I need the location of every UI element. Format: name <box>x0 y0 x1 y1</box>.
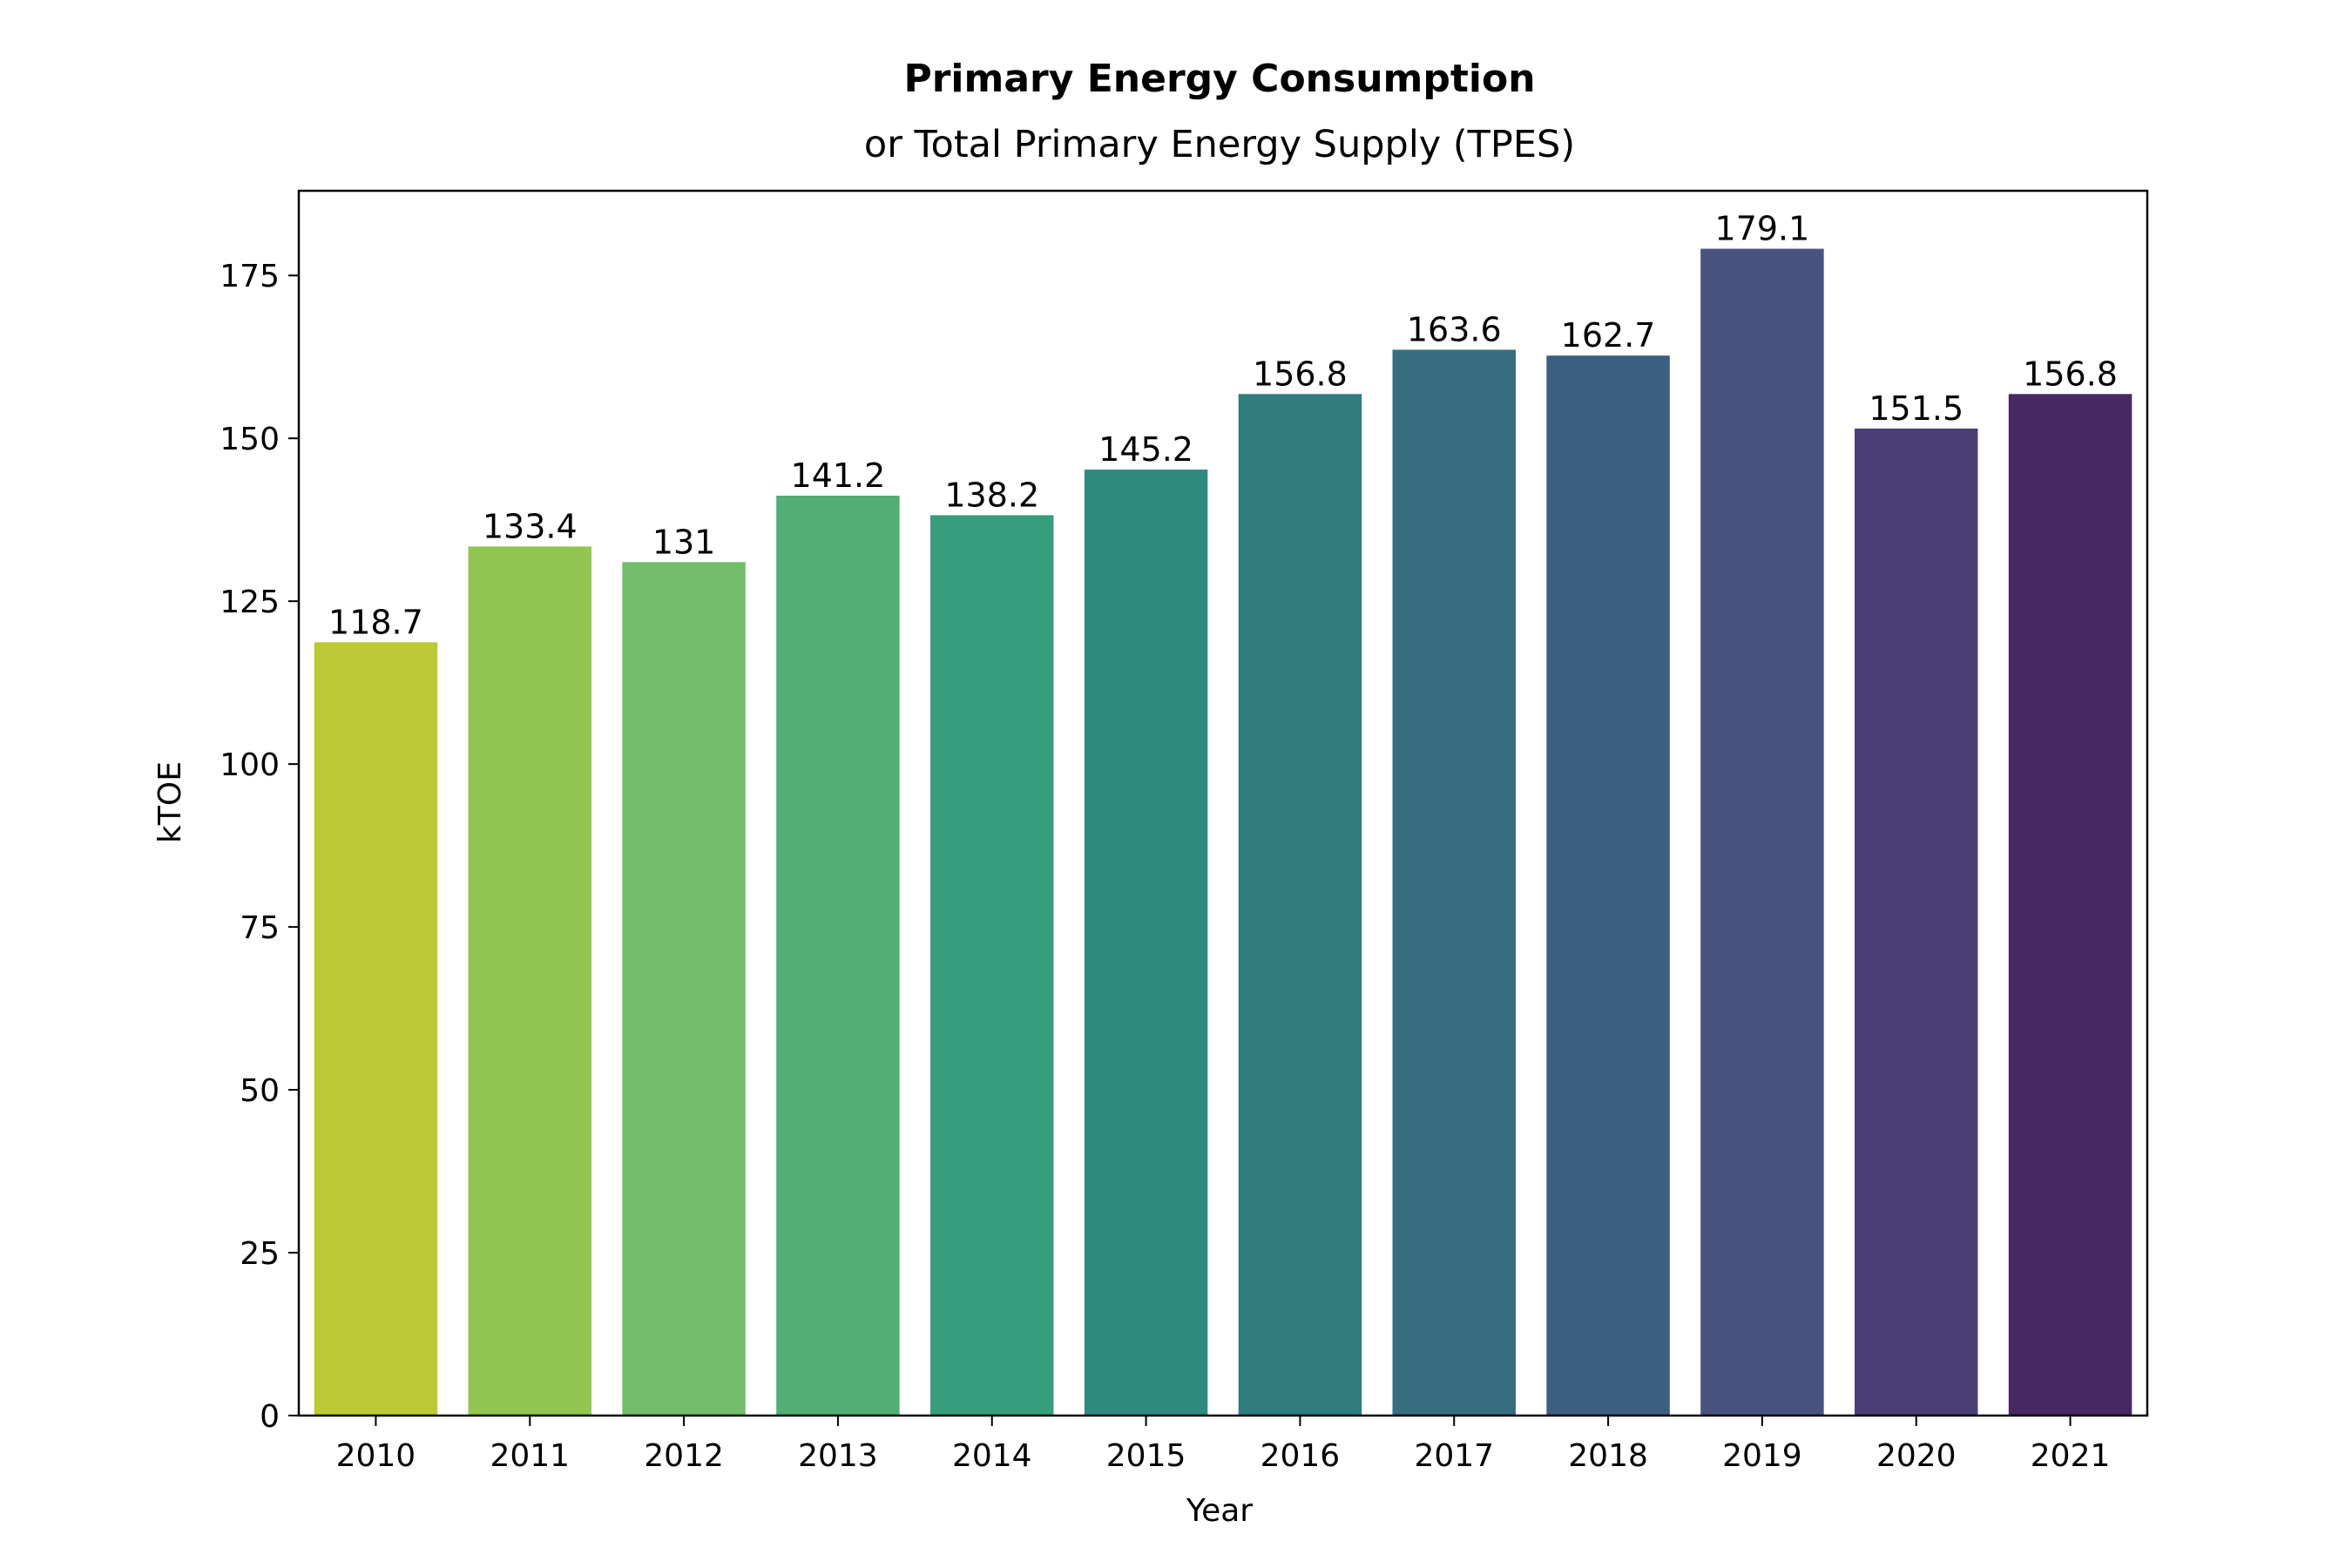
data-label-2014: 138.2 <box>944 476 1039 514</box>
bars-group <box>314 248 2132 1416</box>
y-tick-label-175: 175 <box>220 259 280 294</box>
y-tick-label-125: 125 <box>220 585 280 620</box>
y-tick-label-25: 25 <box>240 1236 280 1272</box>
bar-2018 <box>1546 355 1670 1416</box>
data-label-2020: 151.5 <box>1869 389 1963 428</box>
x-tick-label-2020: 2020 <box>1876 1438 1957 1474</box>
x-tick-label-2012: 2012 <box>644 1438 724 1474</box>
y-tick-label-150: 150 <box>220 422 280 457</box>
x-axis-label: Year <box>1186 1493 1253 1529</box>
bar-2017 <box>1392 349 1516 1416</box>
plot-area-frame <box>297 189 2149 1417</box>
data-label-2011: 133.4 <box>483 507 578 545</box>
chart-subtitle: or Total Primary Energy Supply (TPES) <box>864 123 1575 166</box>
y-axis: 0 25 50 75 100 125 150 175 <box>220 259 299 1435</box>
y-tick-label-50: 50 <box>240 1073 280 1109</box>
x-tick-label-2013: 2013 <box>798 1438 878 1474</box>
bar-2010 <box>314 642 438 1416</box>
data-label-2018: 162.7 <box>1561 316 1656 355</box>
data-label-2015: 145.2 <box>1098 430 1193 469</box>
data-label-2019: 179.1 <box>1715 210 1810 248</box>
x-tick-label-2021: 2021 <box>2031 1438 2111 1474</box>
y-axis-label: kTOE <box>152 761 188 843</box>
x-tick-label-2011: 2011 <box>490 1438 570 1474</box>
bar-2020 <box>1855 428 1978 1416</box>
x-tick-label-2017: 2017 <box>1414 1438 1494 1474</box>
bar-2021 <box>2008 394 2132 1416</box>
x-tick-label-2018: 2018 <box>1568 1438 1648 1474</box>
bar-2012 <box>622 562 746 1416</box>
bar-2014 <box>930 515 1054 1416</box>
chart-title: Primary Energy Consumption <box>903 57 1535 101</box>
bar-2015 <box>1084 470 1208 1416</box>
bar-2011 <box>468 546 591 1416</box>
bar-2016 <box>1238 394 1362 1416</box>
x-tick-label-2019: 2019 <box>1722 1438 1802 1474</box>
data-label-2021: 156.8 <box>2023 355 2118 393</box>
x-tick-label-2010: 2010 <box>336 1438 416 1474</box>
data-label-2013: 141.2 <box>791 456 886 495</box>
data-label-2016: 156.8 <box>1253 355 1348 393</box>
y-tick-label-0: 0 <box>260 1399 280 1435</box>
x-tick-label-2016: 2016 <box>1260 1438 1341 1474</box>
data-label-2010: 118.7 <box>328 603 423 641</box>
x-tick-label-2014: 2014 <box>952 1438 1032 1474</box>
x-tick-label-2015: 2015 <box>1106 1438 1186 1474</box>
y-tick-label-75: 75 <box>240 910 280 946</box>
data-label-2012: 131 <box>652 523 716 561</box>
y-tick-label-100: 100 <box>220 747 280 783</box>
value-labels-group: 118.7 133.4 131 141.2 138.2 145.2 156.8 163.6 16… <box>328 210 2118 642</box>
data-label-2017: 163.6 <box>1407 310 1502 348</box>
bar-2013 <box>776 496 900 1416</box>
bar-2019 <box>1700 248 1824 1416</box>
x-axis: 2010 2011 2012 2013 2014 2015 2016 2017 2018 2019… <box>336 1416 2111 1474</box>
